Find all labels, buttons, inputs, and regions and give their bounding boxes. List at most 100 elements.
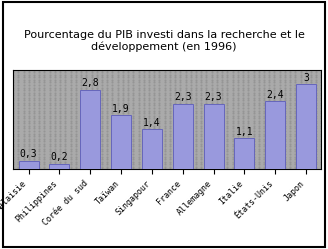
Point (99, 70, 105, 74)
Point (52, 88, 57, 92)
Point (99, 162, 105, 166)
Point (126, 152, 131, 156)
Point (256, 167, 261, 171)
Point (31, 86, 37, 90)
Point (26, 104, 31, 108)
Point (314, 101, 319, 105)
Point (73, 96, 78, 100)
Point (21, 96, 26, 100)
Point (261, 155, 267, 159)
Point (314, 91, 319, 95)
Point (63, 121, 68, 125)
Point (293, 162, 298, 166)
Point (16, 137, 21, 141)
Point (42, 80, 47, 84)
Point (120, 134, 126, 138)
Point (68, 83, 73, 87)
Point (235, 78, 240, 82)
Point (21, 119, 26, 123)
Point (246, 139, 251, 143)
Point (303, 86, 308, 90)
Point (214, 109, 219, 113)
Point (126, 119, 131, 123)
Point (115, 75, 120, 79)
Point (115, 147, 120, 151)
Point (199, 124, 204, 128)
Point (267, 126, 272, 130)
Point (204, 86, 209, 90)
Point (246, 124, 251, 128)
Point (110, 155, 115, 159)
Point (209, 155, 214, 159)
Point (37, 160, 42, 164)
Point (272, 124, 277, 128)
Point (214, 160, 219, 164)
Point (78, 147, 84, 151)
Point (303, 137, 308, 141)
Point (120, 149, 126, 153)
Point (42, 149, 47, 153)
Point (146, 80, 152, 84)
Point (105, 144, 110, 148)
Point (10, 137, 16, 141)
Point (157, 68, 162, 72)
Point (131, 70, 136, 74)
Point (256, 142, 261, 146)
Point (120, 93, 126, 97)
Point (303, 80, 308, 84)
Point (47, 139, 52, 143)
Point (183, 124, 188, 128)
Point (16, 131, 21, 135)
Point (94, 139, 99, 143)
Point (194, 70, 199, 74)
Point (157, 149, 162, 153)
Point (21, 68, 26, 72)
Point (26, 142, 31, 146)
Point (298, 96, 303, 100)
Point (209, 109, 214, 113)
Point (141, 157, 146, 161)
Point (26, 86, 31, 90)
Point (267, 142, 272, 146)
Point (293, 147, 298, 151)
Point (26, 88, 31, 92)
Point (16, 167, 21, 171)
Point (110, 129, 115, 133)
Point (293, 70, 298, 74)
Point (110, 152, 115, 156)
Point (256, 139, 261, 143)
Point (319, 142, 324, 146)
Point (157, 75, 162, 79)
Point (152, 106, 157, 110)
Point (89, 68, 94, 72)
Point (282, 144, 287, 148)
Point (303, 93, 308, 97)
Point (10, 131, 16, 135)
Point (63, 119, 68, 123)
Point (157, 155, 162, 159)
Point (235, 91, 240, 95)
Point (157, 144, 162, 148)
Point (225, 167, 230, 171)
Point (219, 88, 225, 92)
Point (183, 78, 188, 82)
Point (314, 152, 319, 156)
Point (230, 98, 235, 102)
Point (173, 106, 178, 110)
Point (136, 70, 141, 74)
Point (256, 73, 261, 77)
Point (120, 83, 126, 87)
Point (240, 101, 246, 105)
Point (319, 124, 324, 128)
Point (52, 126, 57, 130)
Point (10, 162, 16, 166)
Point (287, 131, 293, 135)
Point (199, 114, 204, 118)
Point (293, 106, 298, 110)
Point (261, 106, 267, 110)
Point (194, 155, 199, 159)
Point (94, 93, 99, 97)
Point (194, 126, 199, 130)
Point (272, 78, 277, 82)
Point (167, 68, 173, 72)
